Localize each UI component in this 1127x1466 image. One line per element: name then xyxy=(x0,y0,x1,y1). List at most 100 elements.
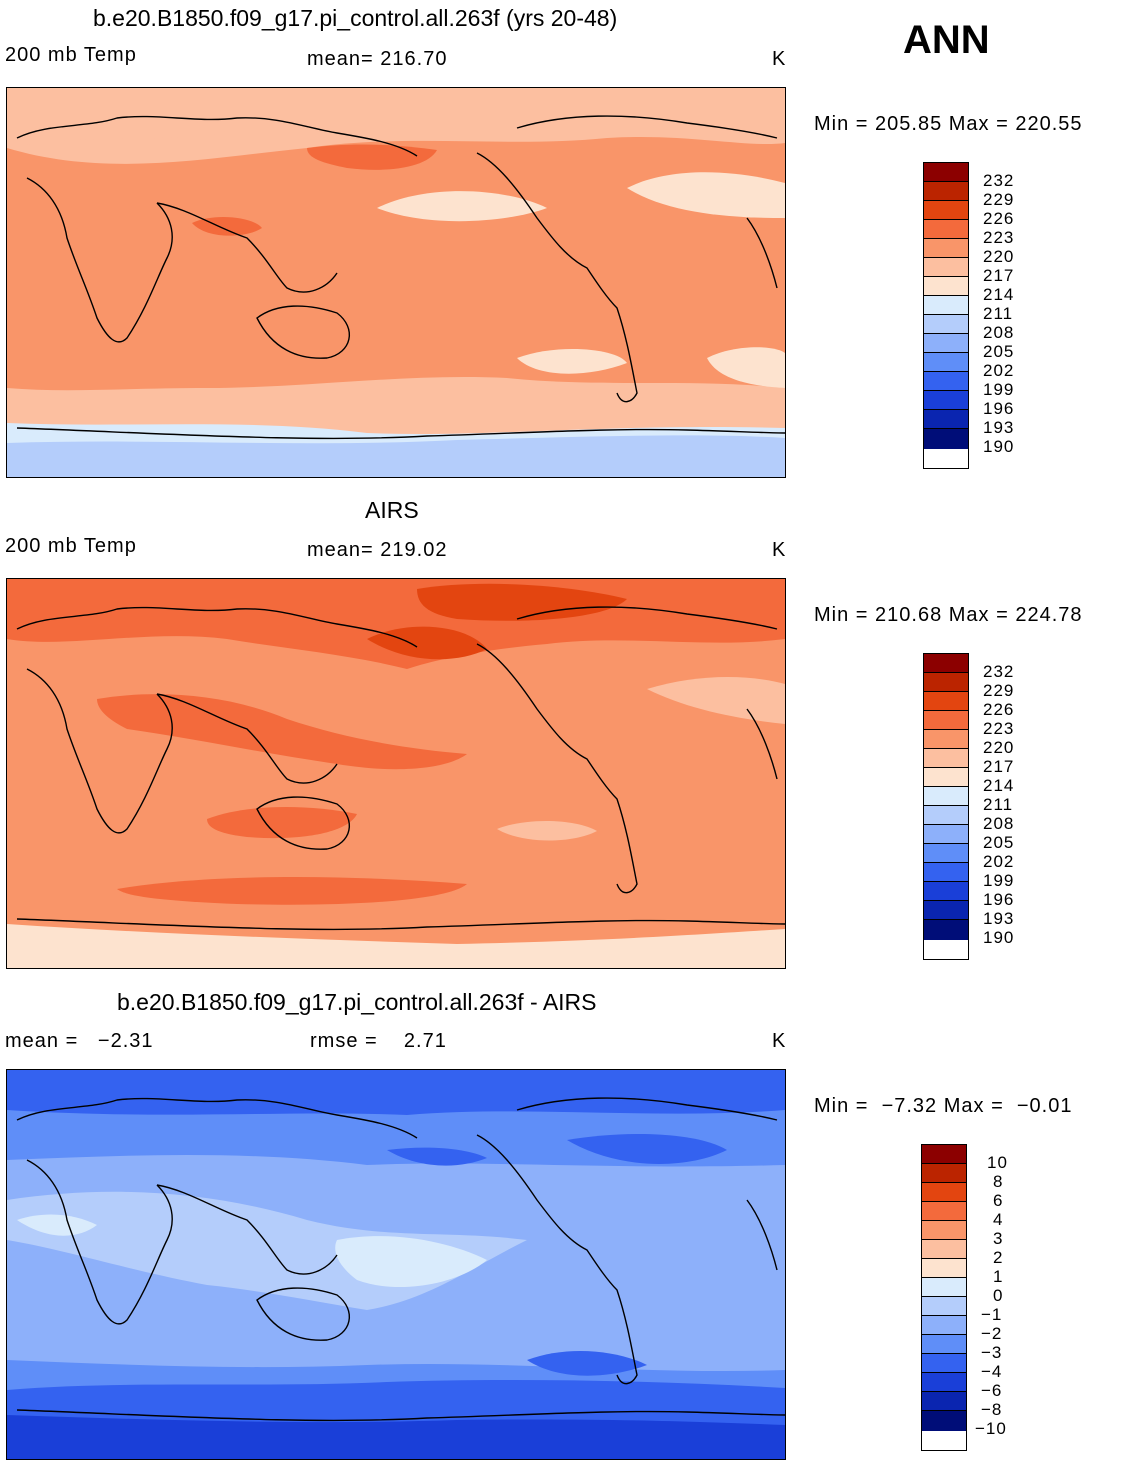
panel3-rmse-label: rmse = 2.71 xyxy=(310,1030,447,1052)
panel3-colorbar-tick: −8 xyxy=(981,1400,1003,1419)
panel2-colorbar-box-199 xyxy=(923,862,969,882)
panel1-colorbar-tick: 196 xyxy=(983,399,1015,418)
panel1-colorbar-box-205 xyxy=(923,333,969,353)
panel2-colorbar-tick: 208 xyxy=(983,814,1015,833)
panel1-colorbar-box-217 xyxy=(923,257,969,277)
panel2-colorbar-tick: 205 xyxy=(983,833,1015,852)
panel2-field-214-antarctic xyxy=(7,924,785,968)
panel2-colorbar-box-226 xyxy=(923,691,969,711)
panel3-colorbar-box-minus10 xyxy=(921,1410,967,1431)
panel3-colorbar-frame xyxy=(921,1144,967,1451)
panel1-map xyxy=(6,87,786,478)
panel3-colorbar-tick: −3 xyxy=(981,1343,1003,1362)
panel1-colorbar-tick: 202 xyxy=(983,361,1015,380)
panel1-colorbar-box-214 xyxy=(923,276,969,296)
panel1-colorbar-tick: 190 xyxy=(983,437,1015,456)
panel3-colorbar-tick: 1 xyxy=(993,1267,1004,1286)
panel1-colorbar-tick: 232 xyxy=(983,171,1015,190)
panel2-colorbar-box-196 xyxy=(923,881,969,901)
panel1-field-220 xyxy=(7,136,785,391)
panel3-colorbar-box-4 xyxy=(921,1201,967,1221)
panel1-units: K xyxy=(772,48,787,70)
panel1-colorbar-box-193 xyxy=(923,409,969,429)
panel3-colorbar-box-3 xyxy=(921,1220,967,1240)
panel2-field-217-south-pacific xyxy=(497,820,597,841)
panel2-field-226-north-pacific xyxy=(367,626,487,660)
panel1-field-214-atlantic xyxy=(627,172,785,218)
panel3-colorbar-box-8 xyxy=(921,1163,967,1183)
panel3-colorbar-tick: 10 xyxy=(987,1153,1008,1172)
panel3-colorbar-box-minus1 xyxy=(921,1296,967,1316)
panel1-colorbar-tick: 199 xyxy=(983,380,1015,399)
panel1-title: b.e20.B1850.f09_g17.pi_control.all.263f … xyxy=(93,5,618,31)
panel3-contour-plot xyxy=(7,1070,785,1459)
panel2-colorbar-box-229 xyxy=(923,672,969,692)
panel1-field-214-pacific xyxy=(377,191,547,222)
panel2-map xyxy=(6,578,786,969)
panel2-colorbar-box-217 xyxy=(923,748,969,768)
panel2-colorbar-box-193 xyxy=(923,900,969,920)
panel2-colorbar-box-208 xyxy=(923,805,969,825)
panel2-contour-plot xyxy=(7,579,785,968)
panel1-colorbar-box-211 xyxy=(923,295,969,315)
panel1-field-214-south-atlantic xyxy=(707,347,785,388)
panel2-colorbar-box-211 xyxy=(923,786,969,806)
panel3-colorbar-tick: −10 xyxy=(975,1419,1007,1438)
panel3-colorbar-tick: −6 xyxy=(981,1381,1003,1400)
panel1-colorbar-box-220 xyxy=(923,238,969,258)
panel2-colorbar-box-205 xyxy=(923,824,969,844)
panel1-contour-plot xyxy=(7,88,785,477)
panel2-colorbar-tick: 202 xyxy=(983,852,1015,871)
panel1-field-223-north-pacific xyxy=(307,144,437,170)
panel1-colorbar-box-208 xyxy=(923,314,969,334)
panel3-colorbar-box-minus4 xyxy=(921,1353,967,1373)
panel3-units: K xyxy=(772,1030,787,1052)
panel2-coastlines xyxy=(16,606,785,931)
panel3-colorbar-box-minus3 xyxy=(921,1334,967,1354)
panel1-colorbar-box-226 xyxy=(923,200,969,220)
panel3-map xyxy=(6,1069,786,1460)
panel3-colorbar-tick: 3 xyxy=(993,1229,1004,1248)
panel2-field-223-australia xyxy=(207,807,357,839)
panel2-field-223-tropical xyxy=(97,694,467,770)
panel3-colorbar-tick: 4 xyxy=(993,1210,1004,1229)
panel3-colorbar-box-minus6 xyxy=(921,1372,967,1392)
panel2-colorbar-tick: 223 xyxy=(983,719,1015,738)
panel1-colorbar-frame xyxy=(923,162,969,469)
panel2-colorbar-box-223 xyxy=(923,710,969,730)
panel2-min-max: Min = 210.68 Max = 224.78 xyxy=(814,604,1083,626)
panel2-colorbar-tick: 217 xyxy=(983,757,1015,776)
panel3-coastlines xyxy=(16,1097,785,1422)
panel1-variable-label: 200 mb Temp xyxy=(5,44,137,66)
panel3-min-max: Min = −7.32 Max = −0.01 xyxy=(814,1095,1073,1117)
panel1-colorbar-tick: 193 xyxy=(983,418,1015,437)
panel3-field-minus6 xyxy=(7,1415,785,1459)
panel2-mean-label: mean= 219.02 xyxy=(307,539,448,561)
panel1-colorbar-tick: 205 xyxy=(983,342,1015,361)
panel2-colorbar-box-220 xyxy=(923,729,969,749)
panel3-field-minus4-south-pacific xyxy=(527,1350,647,1376)
panel2-colorbar-box-214 xyxy=(923,767,969,787)
panel1-colorbar-box-199 xyxy=(923,371,969,391)
panel3-colorbar-tick: −4 xyxy=(981,1362,1003,1381)
panel1-colorbar-tick: 208 xyxy=(983,323,1015,342)
panel1-colorbar-box-202 xyxy=(923,352,969,372)
panel3-colorbar-tick: 2 xyxy=(993,1248,1004,1267)
panel2-units: K xyxy=(772,539,787,561)
panel2-title: AIRS xyxy=(365,497,419,523)
panel1-colorbar-tick: 220 xyxy=(983,247,1015,266)
panel2-colorbar-tick: 196 xyxy=(983,890,1015,909)
panel3-field-minus4-pacific xyxy=(387,1147,487,1166)
panel3-colorbar-box-6 xyxy=(921,1182,967,1202)
panel2-colorbar-tick: 211 xyxy=(983,795,1014,814)
panel1-colorbar-tick: 217 xyxy=(983,266,1015,285)
panel2-field-217-atlantic xyxy=(647,677,785,724)
panel2-field-226-arctic xyxy=(417,583,627,621)
panel1-min-max: Min = 205.85 Max = 220.55 xyxy=(814,113,1083,135)
panel1-field-208 xyxy=(7,435,785,477)
panel1-colorbar-tick: 229 xyxy=(983,190,1015,209)
panel1-coastlines xyxy=(16,115,785,440)
panel1-colorbar-box-223 xyxy=(923,219,969,239)
panel2-colorbar-tick: 214 xyxy=(983,776,1015,795)
panel1-colorbar-box-190 xyxy=(923,428,969,449)
